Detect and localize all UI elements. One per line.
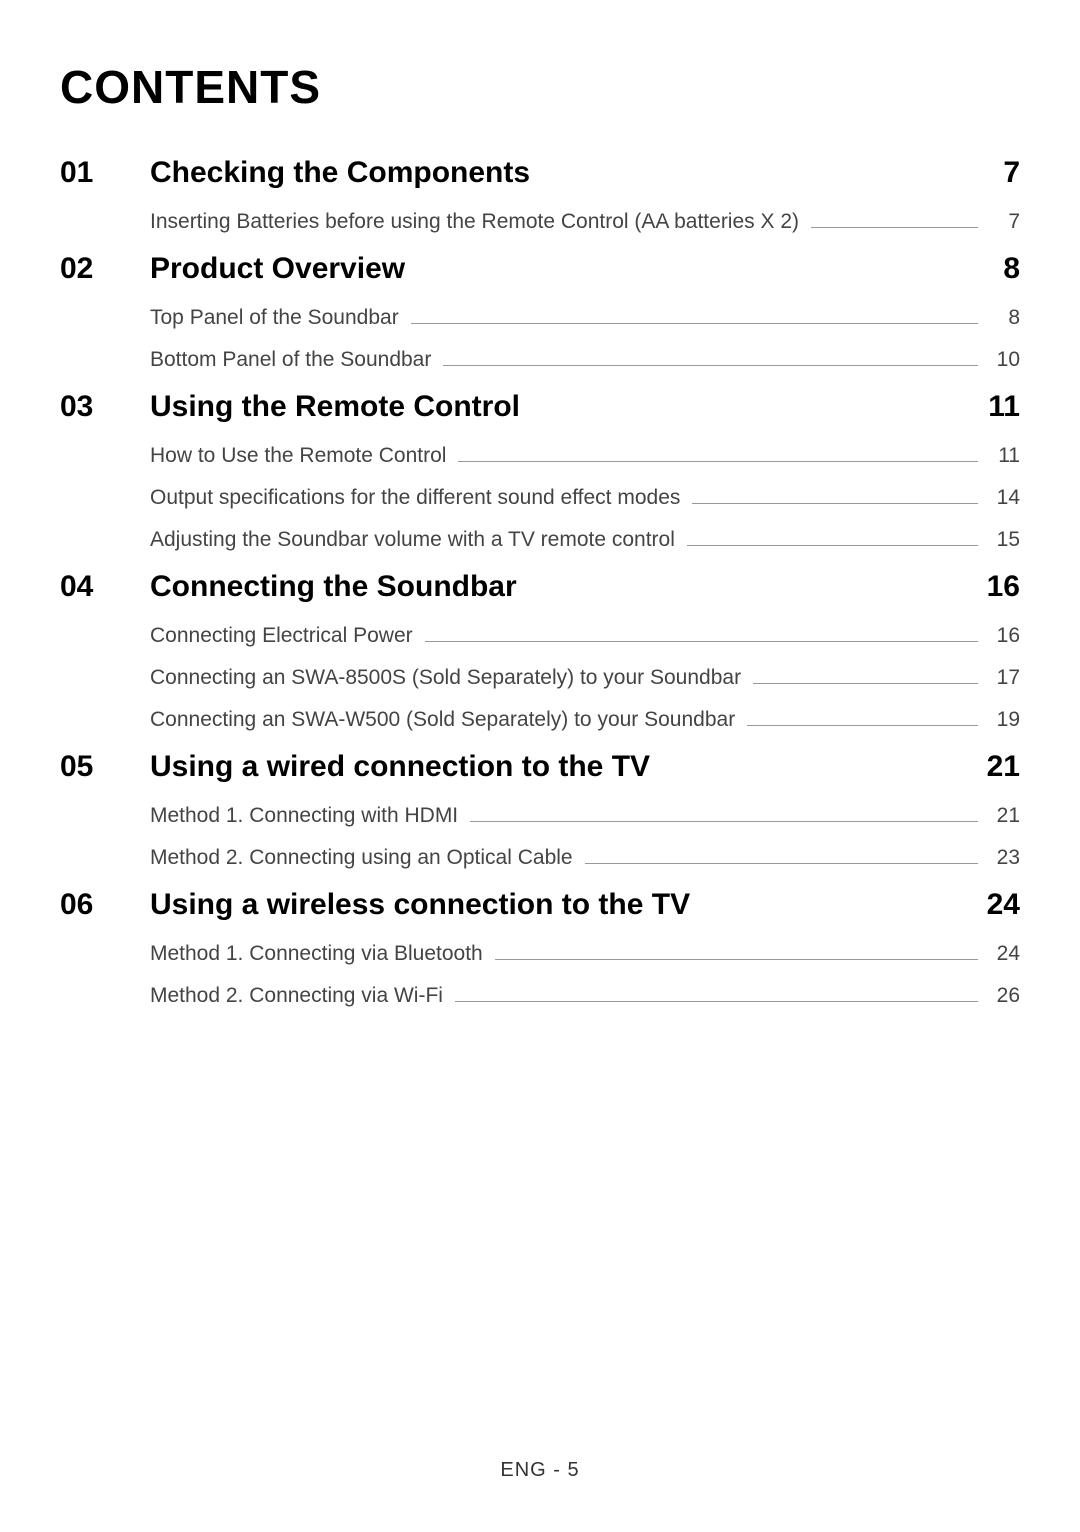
toc-sub-item[interactable]: Bottom Panel of the Soundbar 10 [150, 348, 1020, 372]
sub-item-page: 11 [990, 444, 1020, 468]
toc-sub-item[interactable]: How to Use the Remote Control 11 [150, 444, 1020, 468]
section-title: Connecting the Soundbar [150, 570, 970, 604]
toc-container: 01Checking the Components7Inserting Batt… [60, 156, 1020, 1008]
section-header[interactable]: 01Checking the Components7 [60, 156, 1020, 190]
leader-line [692, 503, 978, 504]
leader-line [455, 1001, 978, 1002]
toc-sub-item[interactable]: Method 2. Connecting using an Optical Ca… [150, 846, 1020, 870]
toc-sub-item[interactable]: Connecting an SWA-8500S (Sold Separately… [150, 666, 1020, 690]
section-title: Using a wireless connection to the TV [150, 888, 970, 922]
sub-item-title: Method 1. Connecting via Bluetooth [150, 942, 483, 966]
toc-sub-item[interactable]: Method 1. Connecting with HDMI 21 [150, 804, 1020, 828]
sub-item-page: 8 [990, 306, 1020, 330]
section-number: 03 [60, 390, 150, 424]
leader-line [585, 863, 978, 864]
sub-item-title: Inserting Batteries before using the Rem… [150, 210, 799, 234]
sub-item-title: Output specifications for the different … [150, 486, 680, 510]
leader-line [687, 545, 978, 546]
section-page: 11 [970, 390, 1020, 424]
section-title: Checking the Components [150, 156, 970, 190]
sub-item-page: 21 [990, 804, 1020, 828]
sub-item-title: Top Panel of the Soundbar [150, 306, 399, 330]
sub-item-page: 10 [990, 348, 1020, 372]
page-title: CONTENTS [60, 60, 1020, 114]
toc-section: 05Using a wired connection to the TV21Me… [60, 750, 1020, 870]
sub-item-title: Adjusting the Soundbar volume with a TV … [150, 528, 675, 552]
sub-item-page: 7 [990, 210, 1020, 234]
toc-sub-item[interactable]: Inserting Batteries before using the Rem… [150, 210, 1020, 234]
toc-section: 03Using the Remote Control11How to Use t… [60, 390, 1020, 552]
section-title: Using the Remote Control [150, 390, 970, 424]
sub-item-page: 24 [990, 942, 1020, 966]
section-page: 24 [970, 888, 1020, 922]
toc-sub-item[interactable]: Connecting an SWA-W500 (Sold Separately)… [150, 708, 1020, 732]
sub-item-title: Connecting Electrical Power [150, 624, 413, 648]
leader-line [495, 959, 978, 960]
section-title: Using a wired connection to the TV [150, 750, 970, 784]
leader-line [411, 323, 978, 324]
section-page: 8 [970, 252, 1020, 286]
section-page: 7 [970, 156, 1020, 190]
sub-item-title: Method 1. Connecting with HDMI [150, 804, 458, 828]
section-page: 21 [970, 750, 1020, 784]
sub-item-title: Bottom Panel of the Soundbar [150, 348, 431, 372]
section-number: 04 [60, 570, 150, 604]
leader-line [425, 641, 978, 642]
toc-sub-item[interactable]: Adjusting the Soundbar volume with a TV … [150, 528, 1020, 552]
section-header[interactable]: 05Using a wired connection to the TV21 [60, 750, 1020, 784]
sub-item-title: How to Use the Remote Control [150, 444, 446, 468]
leader-line [811, 227, 978, 228]
toc-section: 02Product Overview8Top Panel of the Soun… [60, 252, 1020, 372]
toc-sub-item[interactable]: Output specifications for the different … [150, 486, 1020, 510]
sub-item-title: Connecting an SWA-W500 (Sold Separately)… [150, 708, 735, 732]
toc-sub-item[interactable]: Connecting Electrical Power 16 [150, 624, 1020, 648]
sub-item-page: 16 [990, 624, 1020, 648]
toc-sub-item[interactable]: Method 2. Connecting via Wi-Fi 26 [150, 984, 1020, 1008]
section-header[interactable]: 02Product Overview8 [60, 252, 1020, 286]
section-title: Product Overview [150, 252, 970, 286]
toc-section: 04Connecting the Soundbar16Connecting El… [60, 570, 1020, 732]
section-number: 02 [60, 252, 150, 286]
sub-item-page: 14 [990, 486, 1020, 510]
section-number: 06 [60, 888, 150, 922]
leader-line [458, 461, 978, 462]
sub-item-page: 15 [990, 528, 1020, 552]
sub-item-page: 19 [990, 708, 1020, 732]
sub-item-page: 26 [990, 984, 1020, 1008]
sub-item-title: Method 2. Connecting via Wi-Fi [150, 984, 443, 1008]
toc-sub-item[interactable]: Top Panel of the Soundbar 8 [150, 306, 1020, 330]
leader-line [443, 365, 978, 366]
leader-line [753, 683, 978, 684]
section-header[interactable]: 04Connecting the Soundbar16 [60, 570, 1020, 604]
sub-item-title: Method 2. Connecting using an Optical Ca… [150, 846, 573, 870]
leader-line [470, 821, 978, 822]
section-page: 16 [970, 570, 1020, 604]
section-number: 01 [60, 156, 150, 190]
leader-line [747, 725, 978, 726]
section-number: 05 [60, 750, 150, 784]
toc-section: 06Using a wireless connection to the TV2… [60, 888, 1020, 1008]
toc-sub-item[interactable]: Method 1. Connecting via Bluetooth 24 [150, 942, 1020, 966]
page-footer: ENG - 5 [0, 1459, 1080, 1482]
section-header[interactable]: 03Using the Remote Control11 [60, 390, 1020, 424]
toc-section: 01Checking the Components7Inserting Batt… [60, 156, 1020, 234]
sub-item-page: 23 [990, 846, 1020, 870]
section-header[interactable]: 06Using a wireless connection to the TV2… [60, 888, 1020, 922]
sub-item-title: Connecting an SWA-8500S (Sold Separately… [150, 666, 741, 690]
sub-item-page: 17 [990, 666, 1020, 690]
